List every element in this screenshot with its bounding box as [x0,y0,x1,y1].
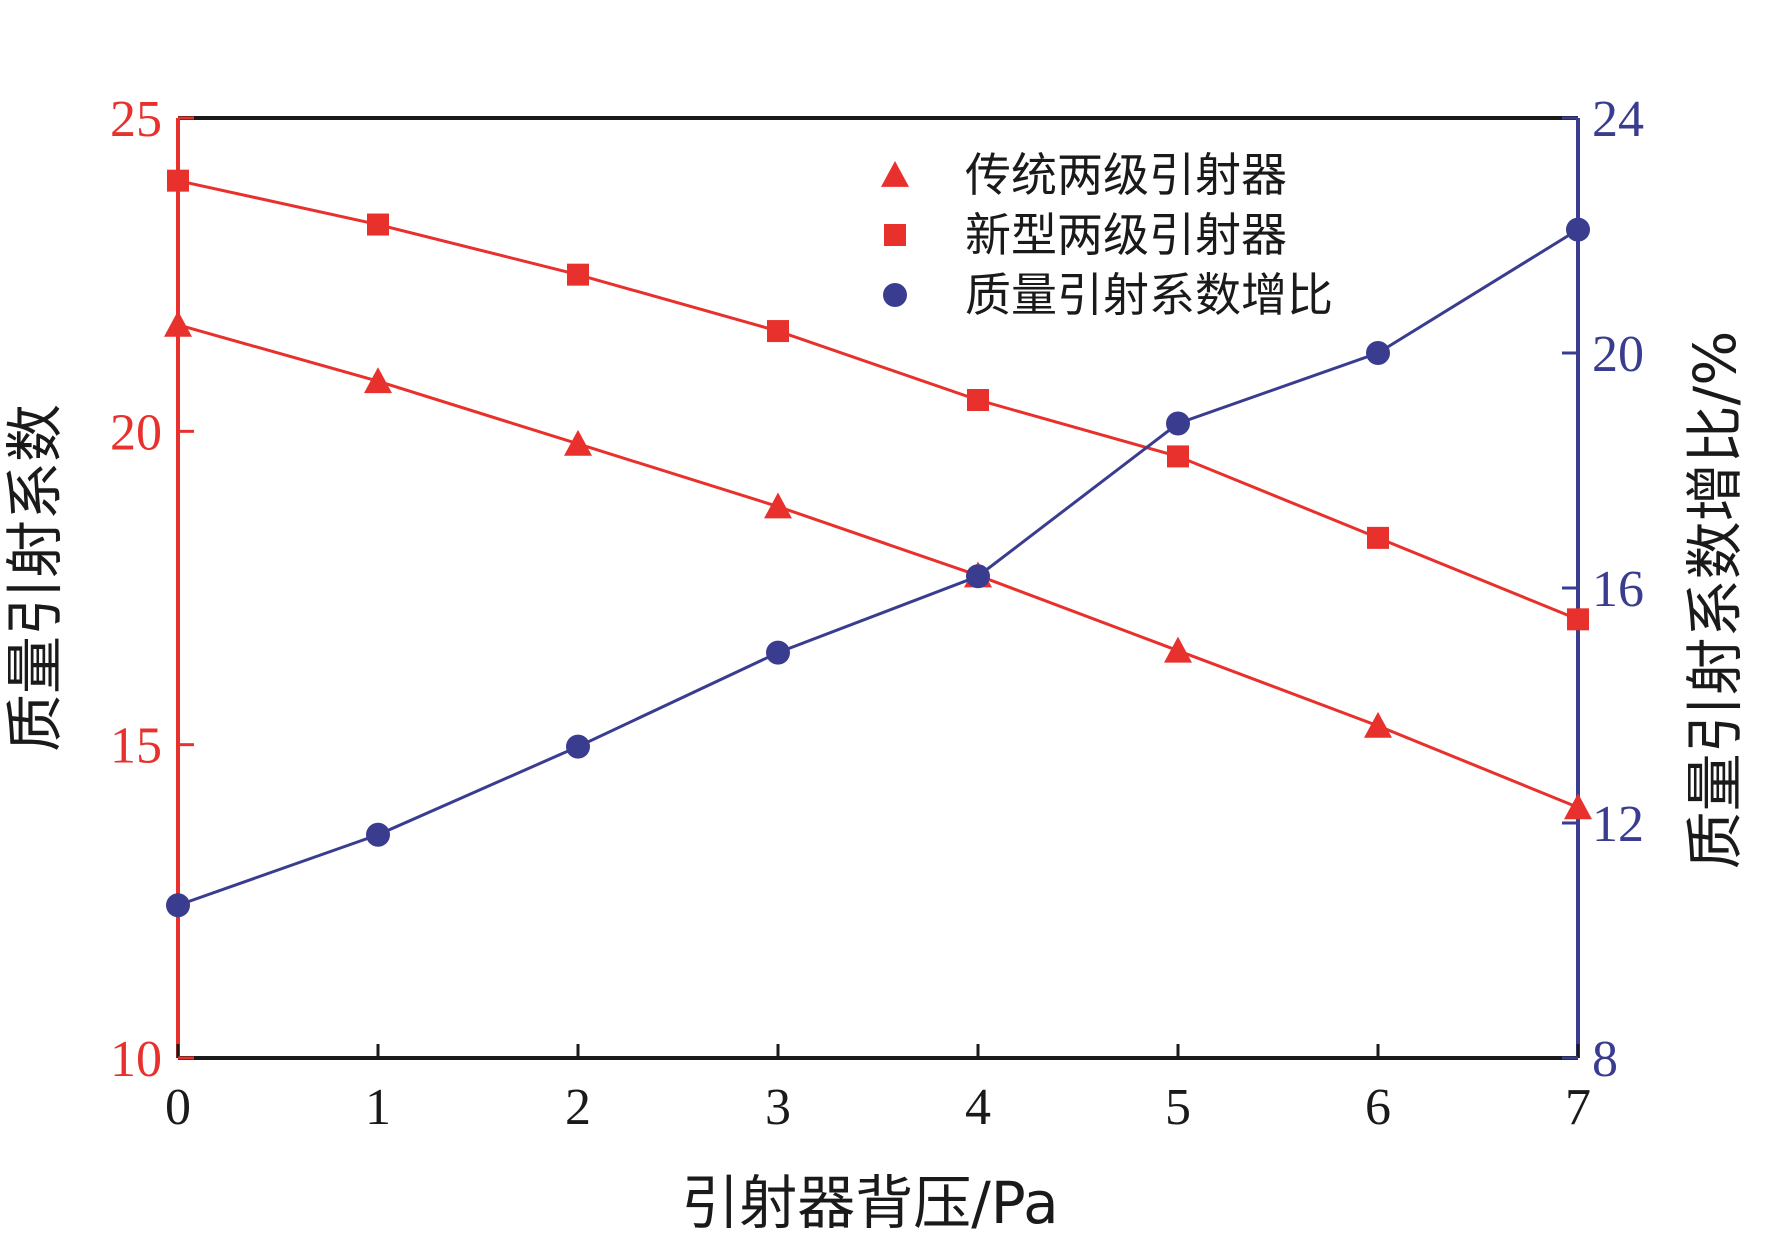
right-y-tick-label: 24 [1592,91,1644,148]
x-tick-label: 1 [365,1079,391,1136]
legend-label: 新型两级引射器 [965,208,1287,262]
series-line [177,179,1579,621]
data-point [1566,217,1590,242]
data-point [1367,526,1389,549]
legend-item: 质量引射系数增比 [883,268,1333,322]
data-point [1366,341,1390,365]
data-point [1164,636,1192,663]
right-y-tick-label: 16 [1592,561,1644,618]
x-tick-label: 5 [1165,1079,1191,1136]
series-layer [164,169,1592,918]
right-y-tick-label: 8 [1592,1031,1618,1088]
legend-item: 新型两级引射器 [884,208,1287,262]
series-line [177,228,1579,907]
axis-titles: 引射器背压/Pa 质量引射系数 质量引射系数增比/% [1,331,1749,1237]
data-point [164,310,192,337]
x-tick-label: 3 [765,1079,791,1136]
data-point [567,263,589,286]
data-point [764,492,792,519]
data-point [1166,411,1190,436]
data-point [767,320,789,343]
data-point [1564,793,1592,820]
data-point [366,822,390,847]
data-point [1364,711,1392,738]
legend-marker [884,224,906,246]
x-axis-title: 引射器背压/Pa [681,1169,1058,1237]
left-y-axis-title: 质量引射系数 [1,404,69,752]
data-point [364,367,392,394]
series-2 [167,169,1589,631]
data-point [564,429,592,456]
series-1 [164,310,1592,820]
data-point [167,169,189,192]
legend-marker [881,161,909,187]
data-point [1567,608,1589,631]
x-tick-label: 7 [1565,1079,1591,1136]
data-point [166,893,190,918]
data-point [566,734,590,759]
right-y-axis-title: 质量引射系数增比/% [1681,331,1749,870]
left-y-tick-label: 20 [110,404,162,461]
left-y-tick-label: 15 [110,718,162,775]
x-tick-label: 6 [1365,1079,1391,1136]
x-tick-label: 4 [965,1079,991,1136]
series-line [177,323,1579,809]
data-point [766,640,790,665]
data-point [367,213,389,236]
legend-label: 质量引射系数增比 [965,268,1333,322]
data-point [967,389,989,411]
data-point [966,564,990,589]
data-point [1167,445,1189,468]
legend-item: 传统两级引射器 [881,148,1287,202]
legend-marker [883,283,907,307]
x-tick-label: 2 [565,1079,591,1136]
left-y-tick-label: 10 [110,1031,162,1088]
right-y-tick-label: 12 [1592,796,1644,853]
legend-label: 传统两级引射器 [965,148,1287,202]
series-3 [166,217,1590,918]
left-y-tick-label: 25 [110,91,162,148]
right-y-tick-label: 20 [1592,326,1644,383]
x-tick-label: 0 [165,1079,191,1136]
